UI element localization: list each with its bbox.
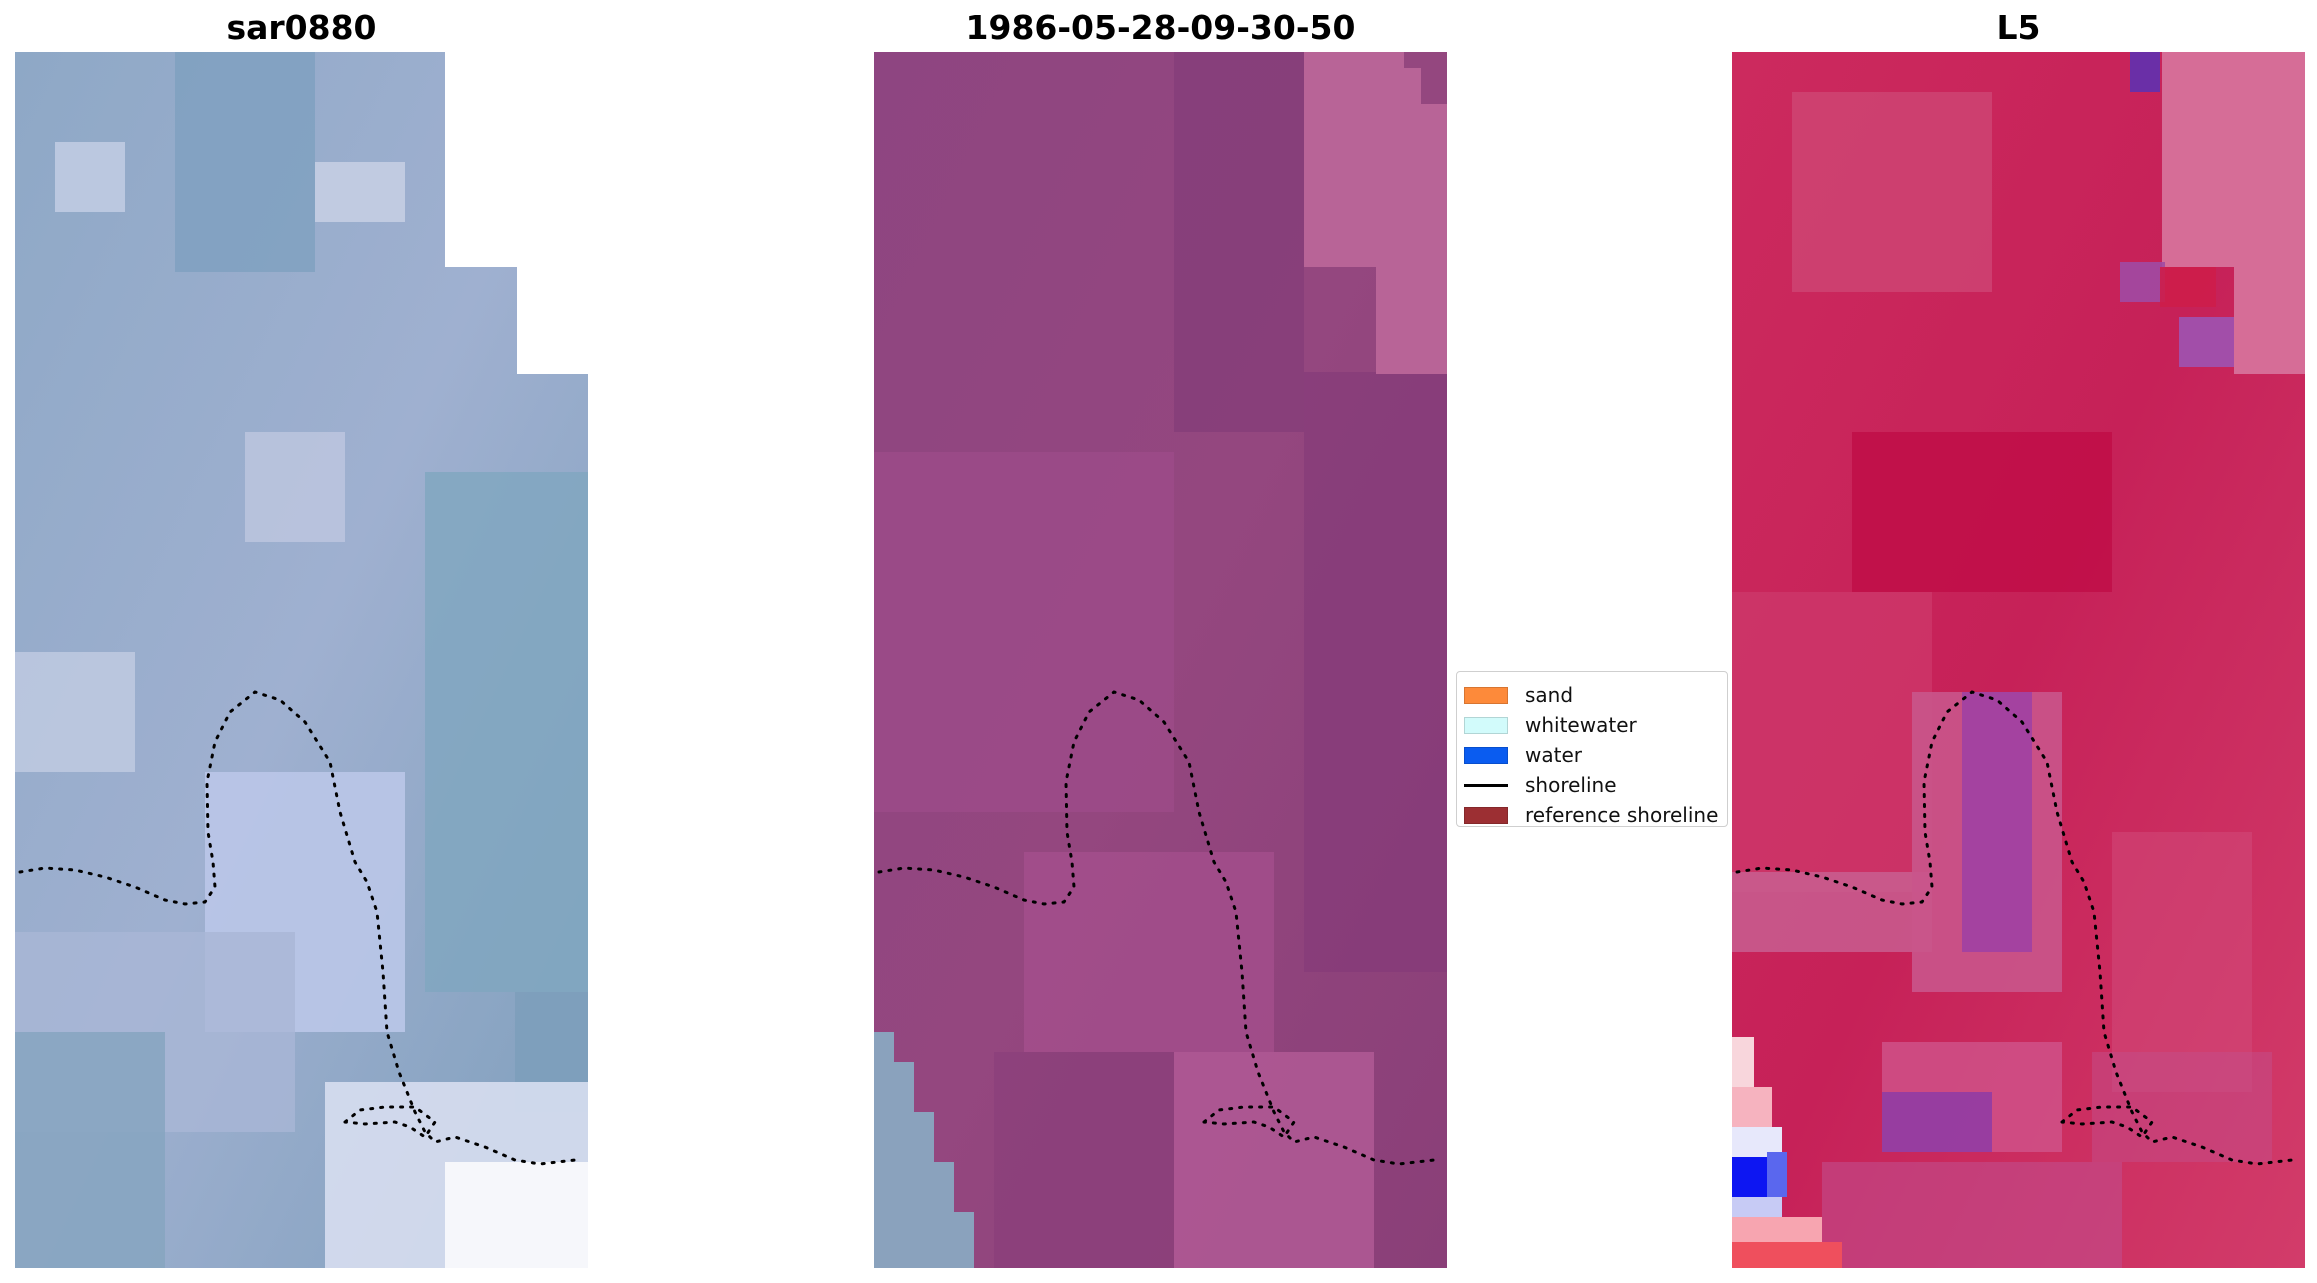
legend-label-shoreline: shoreline (1525, 773, 1617, 797)
panel-title-date: 1986-05-28-09-30-50 (965, 8, 1356, 47)
date-image-panel (874, 52, 1447, 1268)
rgb-image (15, 52, 588, 1268)
panel-title-rgb: sar0880 (226, 8, 377, 47)
water-swatch (1464, 746, 1508, 764)
panel-title-classification: L5 (1996, 8, 2041, 47)
rgb-image-panel (15, 52, 588, 1268)
legend-item-water: water (1464, 740, 1727, 770)
shoreline-line-swatch (1464, 783, 1508, 787)
legend-item-shoreline: shoreline (1464, 770, 1727, 800)
classification-image (1732, 52, 2305, 1268)
whitewater-swatch (1464, 716, 1508, 734)
legend-item-whitewater: whitewater (1464, 710, 1727, 740)
classification-image-panel (1732, 52, 2305, 1268)
legend-item-sand: sand (1464, 680, 1727, 710)
legend-item-reference-shoreline: reference shoreline (1464, 800, 1727, 830)
legend-label-water: water (1525, 743, 1582, 767)
legend: sand whitewater water shoreline referenc… (1456, 671, 1728, 827)
reference-shoreline-swatch (1464, 806, 1508, 824)
date-image (874, 52, 1447, 1268)
sand-swatch (1464, 686, 1508, 704)
legend-label-sand: sand (1525, 683, 1574, 707)
legend-label-whitewater: whitewater (1525, 713, 1637, 737)
legend-label-reference-shoreline: reference shoreline (1525, 803, 1719, 827)
